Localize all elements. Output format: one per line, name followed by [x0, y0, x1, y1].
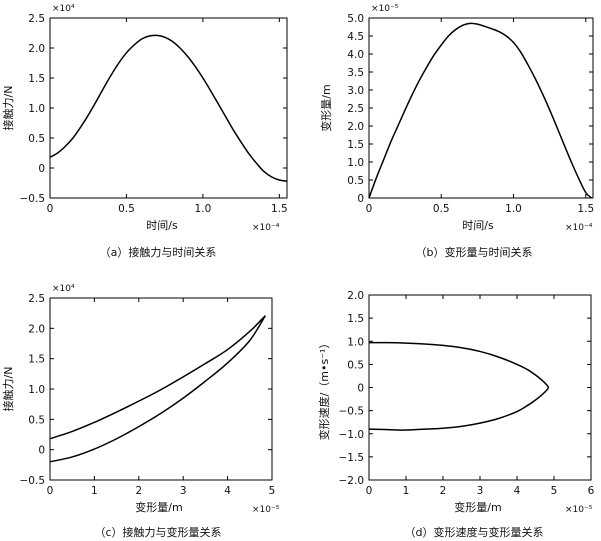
plot-frame: [368, 17, 594, 199]
x-axis-label: 变形量/m: [135, 500, 182, 514]
y-tick-label: 1.0: [347, 157, 364, 169]
x-tick-label: 0: [47, 203, 54, 215]
x-multiplier: ×10⁻⁴: [565, 223, 593, 233]
x-ticks: 0 1 2 3 4 5: [47, 298, 276, 497]
y-axis-label: 接触力/N: [1, 367, 15, 412]
y-multiplier: ×10⁴: [52, 4, 75, 14]
panel-caption: （a）接触力与时间关系: [100, 245, 217, 259]
y-tick-label: 0: [357, 383, 364, 395]
y-tick-label: 0.5: [28, 414, 45, 426]
x-multiplier: ×10⁻⁴: [252, 223, 280, 233]
y-ticks: −2.0 −1.5 −1.0 −0.5 0 0.5 1.0 1.5 2.0: [339, 290, 591, 487]
x-axis-label: 时间/s: [462, 219, 494, 232]
x-tick-label: 1.0: [505, 203, 522, 215]
x-tick-label: 1: [91, 485, 98, 497]
plot-frame: [49, 17, 288, 199]
y-tick-label: 0: [357, 193, 364, 205]
y-tick-label: 2.0: [347, 121, 364, 133]
x-tick-label: 1.5: [271, 203, 288, 215]
x-tick-label: 0: [366, 485, 373, 497]
y-tick-label: 0: [38, 445, 45, 457]
y-multiplier: ×10⁻⁵: [371, 4, 399, 14]
x-tick-label: 3: [180, 485, 187, 497]
y-axis-label: 接触力/N: [1, 86, 15, 131]
x-tick-label: 5: [551, 485, 558, 497]
x-multiplier: ×10⁻⁵: [252, 505, 280, 515]
x-tick-label: 6: [588, 485, 595, 497]
x-tick-label: 0: [47, 485, 54, 497]
y-axis-label: 变形速度/（m•s⁻¹）: [317, 338, 331, 441]
series-line: [49, 315, 266, 440]
x-tick-label: 1: [403, 485, 410, 497]
plot-frame: [368, 294, 592, 481]
y-tick-label: 3.0: [347, 85, 364, 97]
y-tick-label: 1.5: [28, 73, 45, 85]
panel-a: 0 0.5 1.0 1.5 −0.500.51.01.52.02.5 ×10⁴ ×10…: [1, 4, 288, 259]
y-tick-label: 4.5: [347, 31, 364, 43]
x-tick-label: 1.0: [195, 203, 212, 215]
y-tick-label: 5.0: [347, 13, 364, 25]
y-tick-label: 2.0: [28, 43, 45, 55]
x-ticks: 0 0.5 1.0 1.5: [366, 18, 594, 215]
panel-caption: （b）变形量与时间关系: [416, 245, 533, 259]
x-axis-label: 时间/s: [146, 219, 178, 232]
x-tick-label: 2: [440, 485, 447, 497]
x-tick-label: 3: [477, 485, 484, 497]
x-tick-label: 0.5: [118, 203, 135, 215]
x-multiplier: ×10⁻⁵: [565, 505, 593, 515]
panel-b: 0 0.5 1.0 1.5 0 0.5 1.0 1.5 2.0 2.5 3.0 3.5 4.0 4.5 5…: [319, 4, 594, 259]
y-tick-label: 1.5: [347, 313, 364, 325]
x-axis-label: 变形量/m: [454, 500, 501, 514]
y-tick-label: −2.0: [339, 475, 365, 487]
y-tick-label: −0.5: [20, 475, 46, 487]
x-tick-label: 1.5: [577, 203, 594, 215]
y-ticks: −0.5 0 0.5 1.0 1.5 2.0 2.5: [20, 13, 287, 205]
x-ticks: 0 1 2 3 4 5 6: [366, 295, 595, 497]
y-ticks: 0 0.5 1.0 1.5 2.0 2.5 3.0 3.5 4.0 4.5 5.0: [347, 13, 593, 205]
series-line: [368, 341, 550, 431]
y-tick-label: 0.5: [28, 133, 45, 145]
x-tick-label: 4: [514, 485, 521, 497]
y-tick-label: 2.0: [28, 323, 45, 335]
x-tick-label: 5: [269, 485, 276, 497]
y-axis-label: 变形量/m: [319, 84, 333, 131]
x-tick-label: 4: [224, 485, 231, 497]
y-tick-label: 1.0: [28, 384, 45, 396]
y-tick-label: 1.5: [347, 139, 364, 151]
y-tick-label: 0: [38, 163, 45, 175]
y-tick-label: −0.5: [339, 406, 365, 418]
x-tick-label: 0.5: [433, 203, 450, 215]
y-multiplier: ×10⁴: [52, 284, 75, 294]
y-ticks: −0.5 0 0.5 1.0 1.5 2.0 2.5: [20, 293, 272, 487]
y-tick-label: 2.0: [347, 290, 364, 302]
series-line: [368, 22, 593, 199]
y-tick-label: 4.0: [347, 49, 364, 61]
x-ticks: 0 0.5 1.0 1.5: [47, 18, 288, 215]
y-tick-label: 2.5: [28, 13, 45, 25]
panel-d: 0 1 2 3 4 5 6 −2.0 −1.5 −1.0 −0.5 0 0.5 1.0 1.5 2.0 ×1…: [317, 290, 595, 539]
x-tick-label: 0: [366, 203, 373, 215]
panel-caption: （d）变形速度与变形量关系: [405, 525, 544, 539]
series-line: [49, 315, 266, 463]
y-tick-label: 0.5: [347, 175, 364, 187]
y-tick-label: 1.0: [347, 336, 364, 348]
y-tick-label: 3.5: [347, 67, 364, 79]
y-tick-label: 0.5: [347, 359, 364, 371]
y-tick-label: 1.0: [28, 103, 45, 115]
series-line: [49, 34, 288, 182]
y-tick-label: 1.5: [28, 354, 45, 366]
x-tick-label: 2: [135, 485, 142, 497]
y-tick-label: 2.5: [28, 293, 45, 305]
panel-caption: （c）接触力与变形量关系: [94, 525, 221, 539]
y-tick-label: −1.5: [339, 452, 365, 464]
y-tick-label: −0.5: [20, 193, 46, 205]
y-tick-label: −1.0: [339, 429, 365, 441]
y-tick-label: 2.5: [347, 103, 364, 115]
